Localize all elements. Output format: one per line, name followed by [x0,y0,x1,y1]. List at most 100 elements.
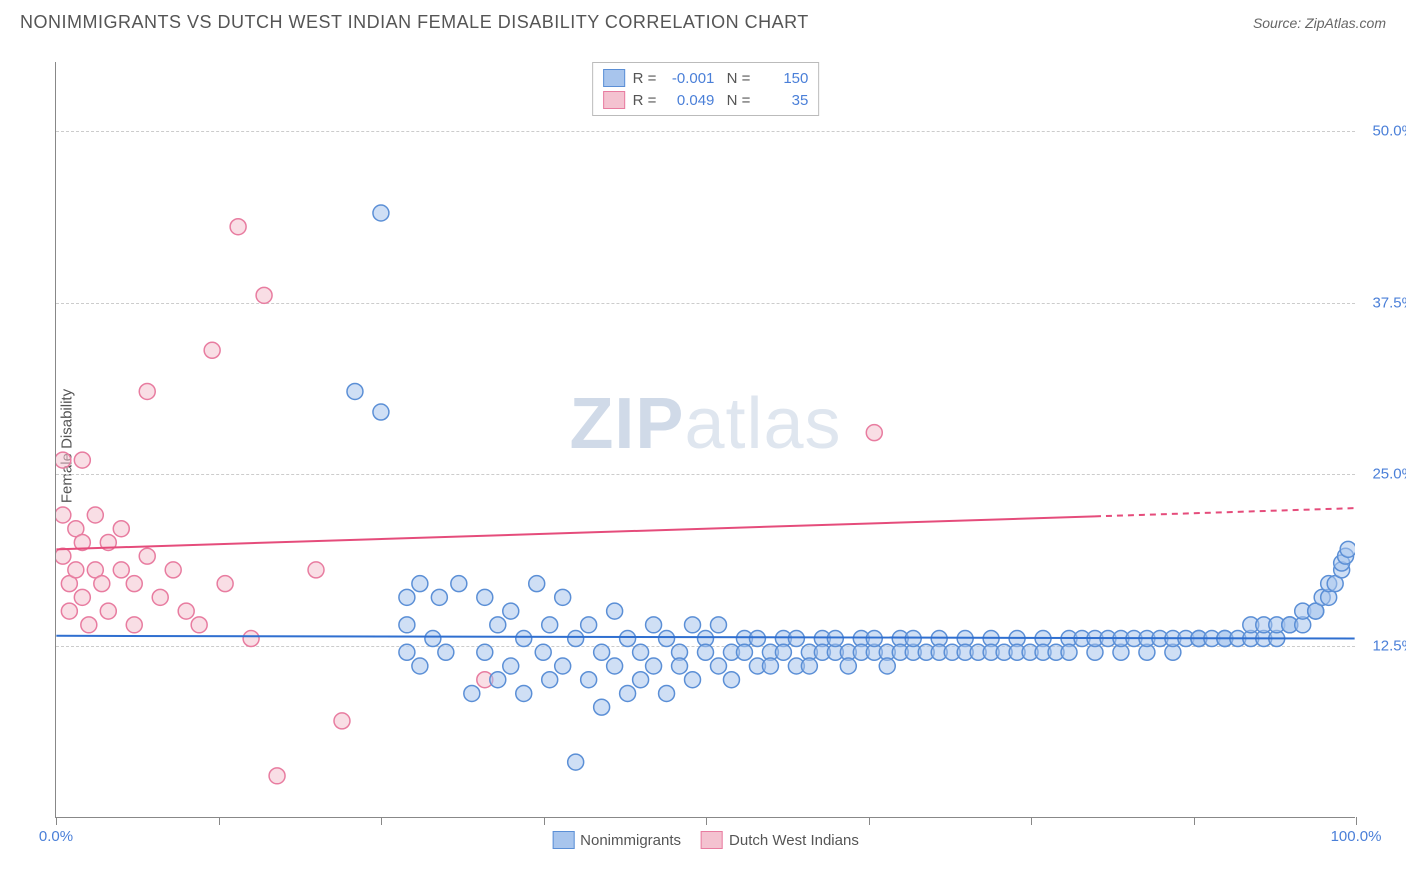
data-point [555,589,571,605]
data-point [633,672,649,688]
data-point [503,603,519,619]
data-point [568,754,584,770]
data-point [866,425,882,441]
data-point [723,672,739,688]
data-point [672,658,688,674]
data-point [126,576,142,592]
data-point [607,603,623,619]
y-tick-label: 37.5% [1372,294,1406,311]
data-point [347,383,363,399]
data-point [477,644,493,660]
data-point [594,644,610,660]
data-point [749,631,765,647]
data-point [269,768,285,784]
x-tick [706,817,707,825]
x-tick-label: 100.0% [1331,828,1382,845]
data-point [516,631,532,647]
data-point [568,631,584,647]
data-point [490,617,506,633]
data-point [788,631,804,647]
data-point [412,576,428,592]
data-point [555,658,571,674]
data-point [451,576,467,592]
data-point [74,589,90,605]
data-point [827,631,843,647]
data-point [594,699,610,715]
data-point [373,404,389,420]
legend-item-nonimmigrants: Nonimmigrants [552,831,681,849]
data-point [620,631,636,647]
x-tick [1031,817,1032,825]
data-point [100,603,116,619]
data-point [113,562,129,578]
data-point [490,672,506,688]
data-point [762,658,778,674]
data-point [710,658,726,674]
data-point [94,576,110,592]
data-point [775,644,791,660]
legend-stats-box: R = -0.001 N = 150 R = 0.049 N = 35 [592,62,820,116]
data-point [477,589,493,605]
data-point [438,644,454,660]
data-point [431,589,447,605]
legend-stats-row-2: R = 0.049 N = 35 [603,89,809,111]
legend-swatch-pink-icon [701,831,723,849]
data-point [659,685,675,701]
data-point [879,658,895,674]
x-tick [1194,817,1195,825]
data-point [399,617,415,633]
plot-area: ZIPatlas R = -0.001 N = 150 R = 0.049 N … [55,62,1355,818]
data-point [204,342,220,358]
data-point [399,589,415,605]
data-point [581,672,597,688]
data-point [646,658,662,674]
data-point [840,658,856,674]
x-tick [56,817,57,825]
data-point [74,452,90,468]
data-point [801,658,817,674]
x-tick [219,817,220,825]
x-tick [1356,817,1357,825]
data-point [126,617,142,633]
trend-line [56,516,1095,549]
x-tick [544,817,545,825]
data-point [256,287,272,303]
data-point [685,617,701,633]
data-point [373,205,389,221]
data-point [412,658,428,674]
chart-header: NONIMMIGRANTS VS DUTCH WEST INDIAN FEMAL… [0,0,1406,41]
data-point [217,576,233,592]
data-point [308,562,324,578]
data-point [620,685,636,701]
data-point [710,617,726,633]
data-point [81,617,97,633]
data-point [139,383,155,399]
data-point [139,548,155,564]
y-tick-label: 50.0% [1372,122,1406,139]
data-point [659,631,675,647]
data-point [68,562,84,578]
data-point [230,219,246,235]
x-tick-label: 0.0% [39,828,73,845]
legend-stats-row-1: R = -0.001 N = 150 [603,67,809,89]
legend-swatch-blue [603,69,625,87]
data-point [1340,541,1355,557]
legend-swatch-blue-icon [552,831,574,849]
data-point [113,521,129,537]
chart-source: Source: ZipAtlas.com [1253,15,1386,31]
data-point [425,631,441,647]
legend-item-dutch-west-indians: Dutch West Indians [701,831,859,849]
data-point [516,685,532,701]
data-point [535,644,551,660]
y-tick-label: 25.0% [1372,466,1406,483]
data-point [542,672,558,688]
x-tick [381,817,382,825]
data-point [1061,644,1077,660]
data-point [464,685,480,701]
data-point [503,658,519,674]
data-point [685,672,701,688]
data-point [178,603,194,619]
data-point [646,617,662,633]
legend-swatch-pink [603,91,625,109]
x-tick [869,817,870,825]
